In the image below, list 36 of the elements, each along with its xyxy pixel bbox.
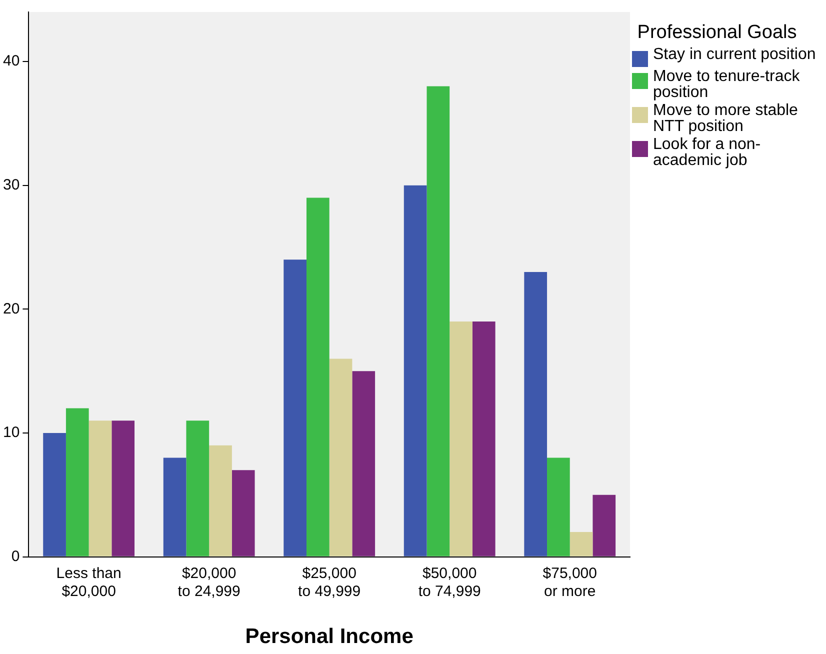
bar: [352, 371, 376, 556]
bar: [209, 445, 232, 556]
x-tick-label: Less than $20,000: [56, 564, 122, 600]
y-tick-label: 10: [2, 424, 20, 442]
x-tick-label: $75,000 or more: [542, 564, 597, 600]
y-tick-label: 40: [2, 52, 20, 70]
y-tick-label: 0: [11, 548, 20, 565]
y-tick-label: 20: [2, 300, 20, 318]
bar: [592, 494, 616, 556]
x-axis-title: Personal Income: [245, 625, 414, 648]
bar: [43, 432, 66, 556]
bar: [524, 272, 548, 556]
legend-label: Stay in current position: [653, 46, 817, 63]
x-tick-label: $50,000 to 74,999: [418, 564, 481, 600]
bar: [306, 198, 330, 556]
legend-label: Look for a non-academic job: [653, 136, 762, 169]
bar: [404, 185, 427, 556]
bar: [112, 420, 135, 556]
bar: [450, 322, 472, 556]
bar: [186, 420, 210, 556]
legend-title: Professional Goals: [636, 22, 798, 43]
legend-label: Move to more stable NTT position: [653, 102, 799, 135]
bar: [547, 458, 570, 556]
y-tick-label: 30: [2, 176, 20, 194]
bar: [329, 358, 352, 556]
bar: [66, 408, 89, 556]
bar: [570, 532, 593, 556]
x-tick-label: $25,000 to 49,999: [298, 564, 361, 600]
bar: [163, 458, 186, 556]
legend-label: Move to tenure-track position: [653, 68, 801, 101]
bar: [232, 470, 255, 556]
bar: [472, 322, 496, 556]
bar: [88, 420, 112, 556]
bar: [284, 260, 306, 556]
bar: [426, 86, 450, 556]
x-tick-label: $20,000 to 24,999: [178, 564, 240, 600]
